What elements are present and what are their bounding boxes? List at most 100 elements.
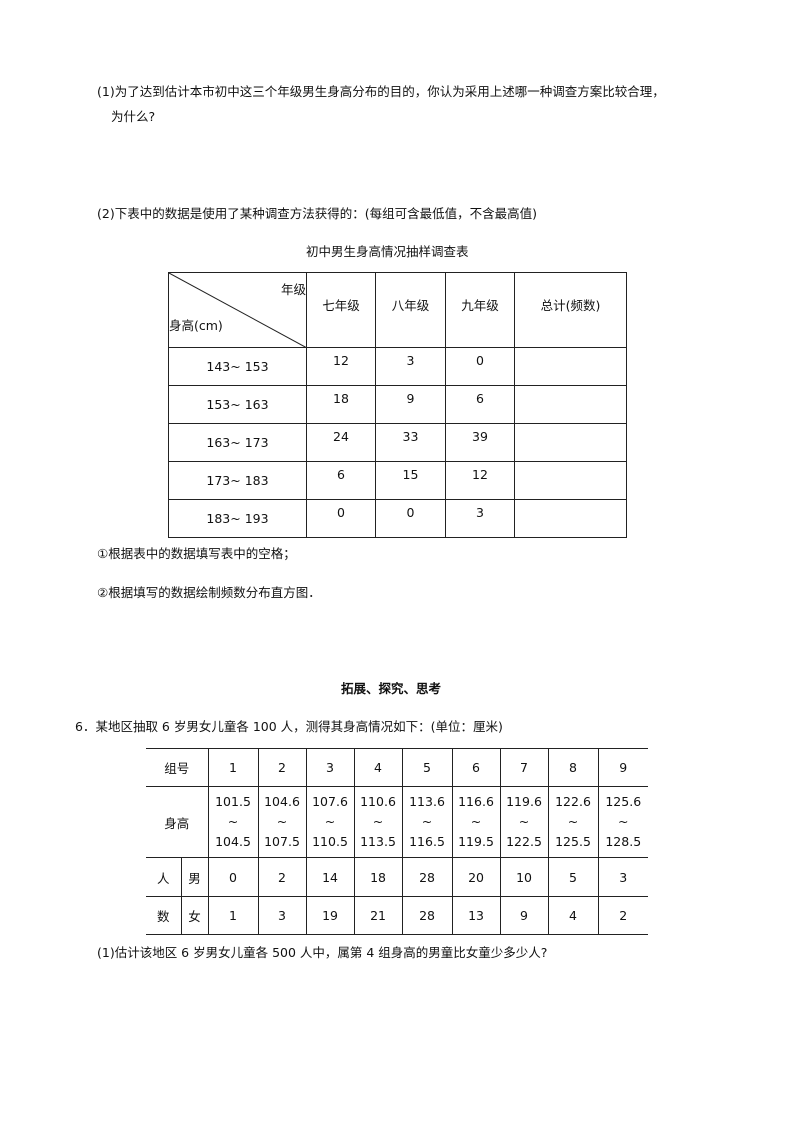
total-blank-cell[interactable] bbox=[514, 385, 627, 424]
height-range-cell: 104.6 ~107.5 bbox=[257, 786, 307, 858]
diagonal-line bbox=[169, 273, 307, 348]
range-cell: 183~ 193 bbox=[168, 499, 307, 538]
tilde: ~ bbox=[324, 814, 336, 829]
female-counts-cell: 9 bbox=[499, 896, 549, 935]
height-range-cell: 116.6 ~119.5 bbox=[451, 786, 501, 858]
table-1-title: 初中男生身高情况抽样调查表 bbox=[306, 244, 469, 259]
female-counts-cell: 21 bbox=[353, 896, 403, 935]
value-cell: 0 bbox=[445, 347, 515, 386]
height-max: 125.5 bbox=[555, 834, 591, 849]
sub-question-1: ①根据表中的数据填写表中的空格； bbox=[97, 546, 296, 561]
groups-cell: 5 bbox=[401, 748, 453, 787]
value-cell: 24 bbox=[306, 423, 376, 462]
tilde: ~ bbox=[618, 814, 629, 829]
total-blank-cell[interactable] bbox=[514, 461, 627, 500]
male-row: 人男 0 2 14 18 28 20 10 5 3 bbox=[146, 857, 649, 897]
height-min: 122.6 bbox=[555, 794, 591, 809]
value-cell: 12 bbox=[306, 347, 376, 386]
total-blank-cell[interactable] bbox=[514, 423, 627, 462]
value-cell: 9 bbox=[375, 385, 446, 424]
corner-height-label: 身高(cm) bbox=[169, 318, 223, 333]
question-2: (2)下表中的数据是使用了某种调查方法获得的：(每组可含最低值，不含最高值) bbox=[97, 206, 537, 221]
tilde: ~ bbox=[372, 814, 384, 829]
tilde: ~ bbox=[518, 814, 530, 829]
value-cell: 6 bbox=[306, 461, 376, 500]
diagonal-header-cell: 年级 身高(cm) bbox=[168, 272, 307, 348]
table-row: 143~ 153 12 3 0 bbox=[168, 347, 627, 386]
header-total: 总计(频数) bbox=[514, 272, 627, 348]
male-counts-cell: 18 bbox=[353, 857, 403, 897]
table-row: 183~ 193 0 0 3 bbox=[168, 499, 627, 538]
groups-cell: 4 bbox=[353, 748, 403, 787]
female-row: 数女 1 3 19 21 28 13 9 4 2 bbox=[146, 896, 649, 935]
people-label-1: 人 bbox=[146, 857, 182, 897]
male-counts-cell: 14 bbox=[305, 857, 355, 897]
height-row: 身高 101.5 ~104.5 104.6 ~107.5 107.6 ~110.5 110.6… bbox=[146, 786, 649, 858]
tilde: ~ bbox=[470, 814, 482, 829]
height-max: 113.5 bbox=[360, 834, 396, 849]
male-counts-cell: 5 bbox=[547, 857, 599, 897]
sub-question-2: ②根据填写的数据绘制频数分布直方图． bbox=[97, 585, 321, 600]
question-6-part-1: (1)估计该地区 6 岁男女儿童各 500 人中，属第 4 组身高的男童比女童少… bbox=[97, 945, 548, 960]
height-label: 身高 bbox=[146, 786, 209, 858]
table-row: 153~ 163 18 9 6 bbox=[168, 385, 627, 424]
header-grade-9: 九年级 bbox=[445, 272, 515, 348]
tilde: ~ bbox=[227, 814, 239, 829]
height-max: 128.5 bbox=[605, 834, 642, 849]
height-min: 110.6 bbox=[360, 794, 396, 809]
table-header-row: 年级 身高(cm) 七年级 八年级 九年级 总计(频数) bbox=[168, 272, 627, 348]
female-counts-cell: 4 bbox=[547, 896, 599, 935]
height-max: 104.5 bbox=[215, 834, 251, 849]
groups-cell: 3 bbox=[305, 748, 355, 787]
height-min: 113.6 bbox=[409, 794, 445, 809]
range-cell: 153~ 163 bbox=[168, 385, 307, 424]
height-min: 119.6 bbox=[506, 794, 542, 809]
table-row: 173~ 183 6 15 12 bbox=[168, 461, 627, 500]
female-label: 女 bbox=[180, 896, 209, 935]
height-min: 104.6 bbox=[264, 794, 300, 809]
male-counts-cell: 10 bbox=[499, 857, 549, 897]
value-cell: 6 bbox=[445, 385, 515, 424]
height-range-cell: 119.6 ~122.5 bbox=[499, 786, 549, 858]
value-cell: 0 bbox=[375, 499, 446, 538]
groups-cell: 7 bbox=[499, 748, 549, 787]
value-cell: 0 bbox=[306, 499, 376, 538]
total-blank-cell[interactable] bbox=[514, 347, 627, 386]
female-counts-cell: 3 bbox=[257, 896, 307, 935]
groups-cell: 1 bbox=[207, 748, 259, 787]
question-1-line-1: (1)为了达到估计本市初中这三个年级男生身高分布的目的，你认为采用上述哪一种调查… bbox=[97, 84, 665, 99]
value-cell: 33 bbox=[375, 423, 446, 462]
height-max: 122.5 bbox=[506, 834, 542, 849]
height-max: 116.5 bbox=[409, 834, 445, 849]
tilde: ~ bbox=[421, 814, 433, 829]
value-cell: 12 bbox=[445, 461, 515, 500]
height-max: 119.5 bbox=[458, 834, 494, 849]
groups-cell: 6 bbox=[451, 748, 501, 787]
total-blank-cell[interactable] bbox=[514, 499, 627, 538]
height-min: 101.5 bbox=[215, 794, 251, 809]
section-title: 拓展、探究、思考 bbox=[341, 681, 442, 696]
group-label: 组号 bbox=[146, 748, 209, 787]
male-label: 男 bbox=[180, 857, 209, 897]
range-cell: 163~ 173 bbox=[168, 423, 307, 462]
male-counts-cell: 20 bbox=[451, 857, 501, 897]
male-counts-cell: 0 bbox=[207, 857, 259, 897]
corner-grade-label: 年级 bbox=[280, 282, 306, 297]
female-counts-cell: 13 bbox=[451, 896, 501, 935]
question-1-line-2: 为什么? bbox=[111, 109, 156, 124]
height-max: 107.5 bbox=[264, 834, 300, 849]
male-counts-cell: 2 bbox=[257, 857, 307, 897]
value-cell: 15 bbox=[375, 461, 446, 500]
height-range-cell: 110.6 ~113.5 bbox=[353, 786, 403, 858]
male-counts-cell: 28 bbox=[401, 857, 453, 897]
range-cell: 173~ 183 bbox=[168, 461, 307, 500]
male-counts-cell: 3 bbox=[597, 857, 649, 897]
value-cell: 18 bbox=[306, 385, 376, 424]
height-survey-table: 年级 身高(cm) 七年级 八年级 九年级 总计(频数) 143~ 153 12 3… bbox=[168, 272, 627, 538]
height-min: 107.6 bbox=[312, 794, 348, 809]
people-label-2: 数 bbox=[146, 896, 182, 935]
female-counts-cell: 1 bbox=[207, 896, 259, 935]
height-max: 110.5 bbox=[312, 834, 348, 849]
height-range-cell: 101.5 ~104.5 bbox=[207, 786, 259, 858]
